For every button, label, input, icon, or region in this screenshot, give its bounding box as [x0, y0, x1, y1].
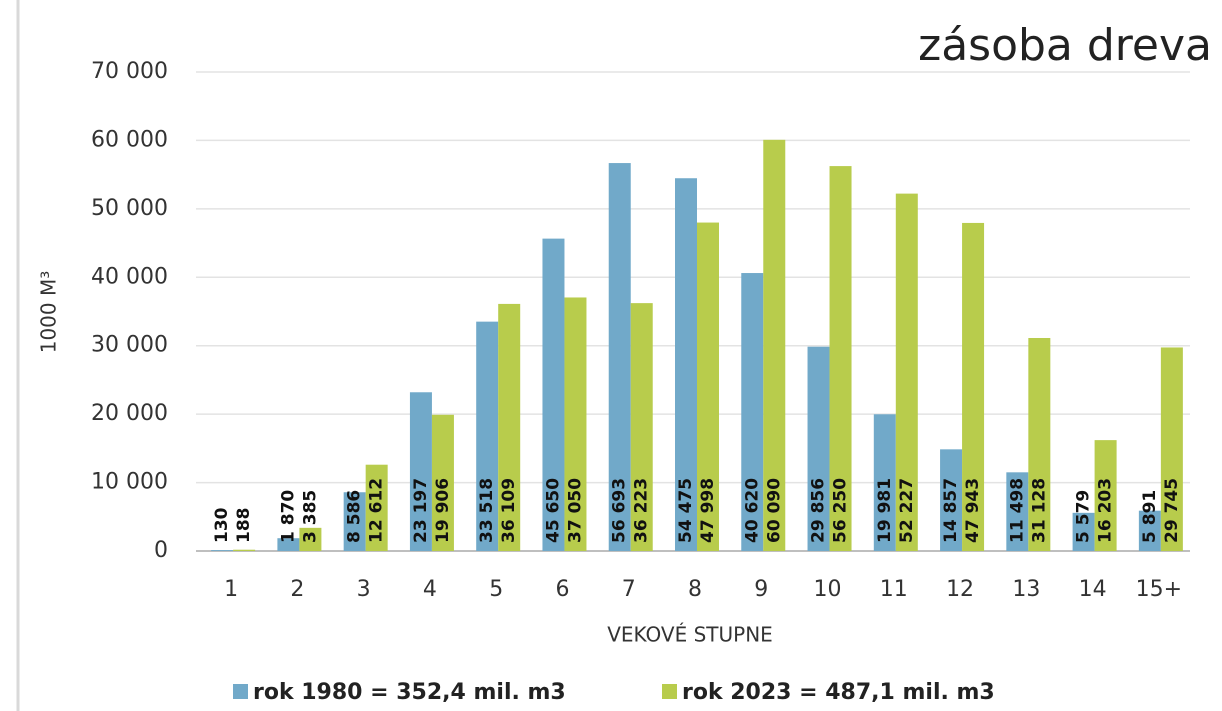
value-label: 19 981: [875, 478, 895, 543]
frame: [16, 0, 20, 711]
bar: [1094, 440, 1117, 551]
x-tick-label: 15+: [1136, 577, 1182, 602]
y-tick-label: 60 000: [91, 127, 168, 152]
bar: [343, 492, 366, 551]
y-tick-label: 0: [154, 538, 168, 563]
y-tick-label: 50 000: [91, 196, 168, 221]
bar: [476, 321, 499, 551]
value-label: 12 612: [367, 478, 387, 543]
value-label: 36 223: [632, 478, 652, 543]
legend-label: rok 2023 = 487,1 mil. m3: [682, 680, 995, 705]
x-tick-label: 3: [357, 577, 371, 602]
x-tick-label: 1: [224, 577, 238, 602]
x-tick-label: 10: [814, 577, 842, 602]
y-tick-label: 20 000: [91, 401, 168, 426]
y-tick-label: 30 000: [91, 333, 168, 358]
value-label: 14 857: [941, 478, 961, 543]
value-label: 29 856: [809, 478, 829, 543]
bar: [675, 178, 697, 551]
value-label: 47 998: [698, 478, 718, 543]
value-label: 1 870: [278, 490, 298, 543]
value-label: 11 498: [1007, 478, 1027, 543]
value-label: 60 090: [764, 478, 784, 543]
x-tick-label: 13: [1012, 577, 1040, 602]
x-tick-label: 9: [754, 577, 768, 602]
value-label: 52 227: [897, 478, 917, 543]
value-label: 45 650: [543, 478, 563, 543]
legend-label: rok 1980 = 352,4 mil. m3: [253, 680, 566, 705]
bar: [873, 414, 896, 551]
value-label: 56 250: [831, 478, 851, 543]
x-tick-label: 14: [1079, 577, 1107, 602]
value-label: 40 620: [742, 478, 762, 543]
x-axis-title: VEKOVÉ STUPNE: [607, 623, 773, 647]
value-label: 29 745: [1162, 478, 1182, 543]
value-label: 188: [234, 508, 254, 544]
bar: [1006, 472, 1029, 551]
value-label: 16 203: [1096, 478, 1116, 543]
value-label: 5 579: [1074, 490, 1094, 543]
bar: [895, 193, 918, 551]
value-label: 3 385: [300, 490, 320, 543]
bar: [630, 303, 653, 551]
bar: [1028, 337, 1051, 551]
chart-title: zásoba dreva: [918, 20, 1212, 71]
bar: [741, 273, 764, 551]
x-tick-label: 6: [555, 577, 569, 602]
bar: [1160, 347, 1183, 551]
y-axis-title: 1000 M³: [37, 271, 61, 354]
x-tick-label: 2: [290, 577, 304, 602]
value-label: 33 518: [477, 478, 497, 543]
value-label: 31 128: [1029, 478, 1049, 543]
bar: [277, 538, 300, 551]
bar: [365, 464, 388, 551]
bar: [962, 222, 985, 551]
value-label: 19 906: [433, 478, 453, 543]
bar: [1072, 512, 1095, 551]
value-label: 130: [212, 507, 232, 543]
x-tick-label: 12: [946, 577, 974, 602]
bar: [211, 550, 234, 551]
value-label: 56 693: [610, 478, 630, 543]
bar: [1138, 510, 1161, 551]
bar: [807, 346, 830, 551]
bar: [564, 297, 587, 551]
bar: [431, 414, 454, 551]
y-tick-label: 10 000: [91, 470, 168, 495]
bar: [299, 527, 322, 551]
legend-swatch: [233, 684, 248, 699]
bar: [763, 139, 786, 551]
y-tick-label: 40 000: [91, 264, 168, 289]
x-tick-label: 8: [688, 577, 702, 602]
x-tick-label: 5: [489, 577, 503, 602]
value-label: 5 891: [1140, 490, 1160, 543]
value-label: 8 586: [345, 490, 365, 543]
value-label: 54 475: [676, 478, 696, 543]
x-tick-label: 7: [622, 577, 636, 602]
bar: [409, 392, 432, 551]
value-label: 36 109: [499, 478, 519, 543]
x-tick-label: 11: [880, 577, 908, 602]
bar: [697, 222, 719, 551]
bar: [542, 238, 565, 551]
bar: [608, 163, 631, 551]
value-label: 23 197: [411, 478, 431, 543]
legend-swatch: [662, 684, 677, 699]
x-tick-label: 4: [423, 577, 437, 602]
value-label: 37 050: [565, 478, 585, 543]
bar: [829, 166, 852, 551]
bar: [233, 549, 256, 551]
bar: [498, 303, 521, 551]
y-tick-label: 70 000: [91, 59, 168, 84]
value-label: 47 943: [963, 478, 983, 543]
bar: [940, 449, 963, 551]
